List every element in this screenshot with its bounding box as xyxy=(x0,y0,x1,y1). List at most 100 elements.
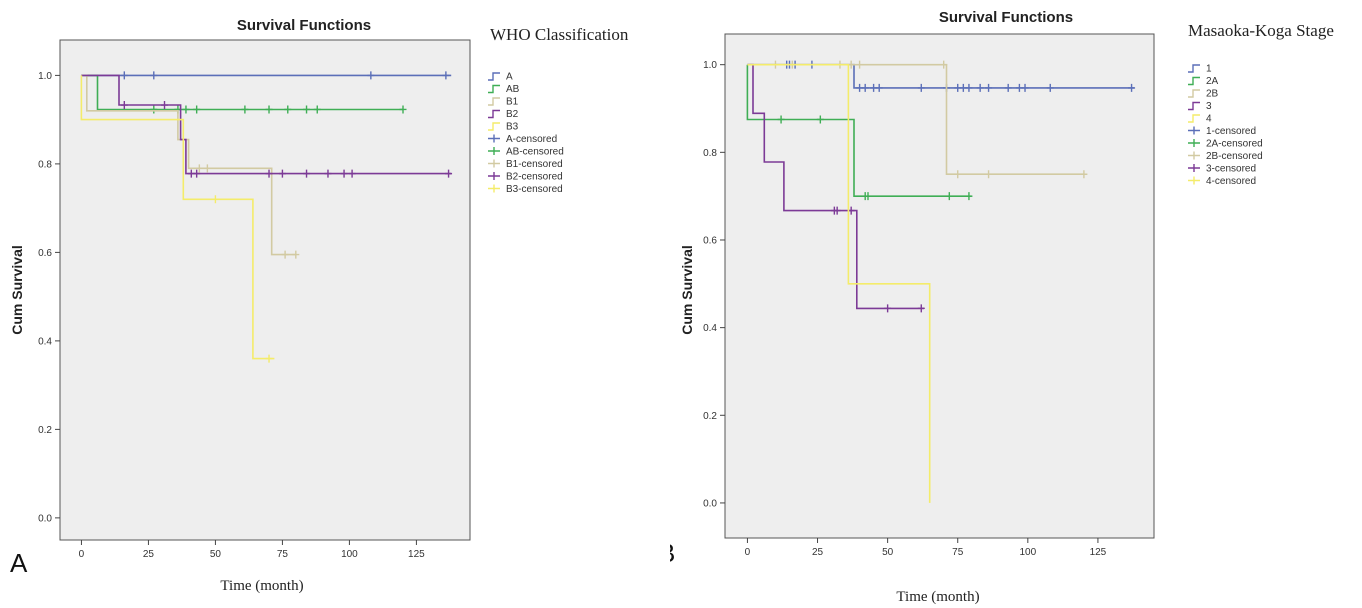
censor-mark-AB xyxy=(399,105,407,114)
censor-mark-1 xyxy=(976,83,984,92)
x-tick-label: 25 xyxy=(143,549,155,560)
chart-title: Survival Functions xyxy=(939,9,1073,26)
x-tick-label: 75 xyxy=(277,549,289,560)
legend-label: 2A-censored xyxy=(1206,139,1263,150)
x-tick-label: 125 xyxy=(408,549,425,560)
censor-mark-AB xyxy=(150,105,158,114)
censor-mark-2A xyxy=(864,192,872,201)
censor-mark-B2 xyxy=(324,169,332,178)
plot-area xyxy=(724,33,1155,539)
legend-swatch xyxy=(1188,101,1200,111)
x-tick-label: 125 xyxy=(1090,547,1107,558)
series-line-2A xyxy=(746,64,972,197)
legend-label: B1 xyxy=(506,97,519,108)
x-tick-label: 0 xyxy=(79,549,85,560)
censor-mark-1 xyxy=(965,83,973,92)
censor-mark-A xyxy=(120,71,128,80)
legend-label: B2 xyxy=(506,109,519,120)
y-tick-label: 0.0 xyxy=(38,513,52,524)
censor-mark-2B xyxy=(985,170,993,179)
censor-mark-B2 xyxy=(193,169,201,178)
legend-title: WHO Classification xyxy=(490,25,629,44)
censor-mark-B2 xyxy=(161,101,169,110)
x-tick-label: 100 xyxy=(1019,547,1036,558)
censor-mark-2A xyxy=(945,192,953,201)
x-axis-title: Time (month) xyxy=(220,578,303,594)
legend-title: Masaoka-Koga Stage xyxy=(1188,21,1334,40)
censor-mark-1 xyxy=(1046,83,1054,92)
censor-mark-3 xyxy=(833,206,841,215)
censor-mark-AB xyxy=(313,105,321,114)
censor-mark-B3 xyxy=(265,354,273,363)
chart-title: Survival Functions xyxy=(237,17,371,34)
censor-mark-B2 xyxy=(120,101,128,110)
censor-mark-1 xyxy=(917,83,925,92)
censor-mark-1 xyxy=(1004,83,1012,92)
legend-swatch xyxy=(1188,114,1200,123)
censor-mark-AB xyxy=(182,105,190,114)
chart-a-svg: Survival Functions WHO Classification Cu… xyxy=(9,17,629,594)
censor-mark-2A xyxy=(965,192,973,201)
panel-label: A xyxy=(10,548,28,578)
censor-mark-B1 xyxy=(292,250,300,259)
legend-label: A-censored xyxy=(506,134,557,145)
censor-mark-2B xyxy=(954,170,962,179)
censor-mark-2B xyxy=(856,60,864,69)
legend-label: 4-censored xyxy=(1206,176,1256,187)
legend-swatch xyxy=(1188,164,1200,172)
series-line-B3 xyxy=(80,75,275,360)
censor-mark-1 xyxy=(875,83,883,92)
legend-swatch xyxy=(488,97,500,106)
legend-label: AB xyxy=(506,84,520,95)
censor-mark-3 xyxy=(884,304,892,313)
censor-mark-2A xyxy=(777,115,785,124)
censor-mark-A xyxy=(150,71,158,80)
legend-label: B2-censored xyxy=(506,172,563,183)
legend-swatch xyxy=(488,134,500,143)
legend-swatch xyxy=(1188,151,1200,160)
series-line-B2 xyxy=(81,74,452,175)
y-tick-label: 0.2 xyxy=(703,411,717,422)
legend-label: B3 xyxy=(506,122,519,133)
x-tick-label: 100 xyxy=(341,549,358,560)
censor-mark-1 xyxy=(1021,83,1029,92)
x-tick-label: 50 xyxy=(210,549,222,560)
censor-mark-AB xyxy=(284,105,292,114)
legend-label: 2B xyxy=(1206,89,1219,100)
censor-mark-3 xyxy=(917,304,925,313)
y-tick-label: 1.0 xyxy=(703,60,717,71)
series-line-3 xyxy=(747,63,925,310)
legend-swatch xyxy=(488,109,500,119)
y-tick-label: 0.0 xyxy=(703,498,717,509)
legend-label: AB-censored xyxy=(506,147,564,158)
y-tick-label: 0.8 xyxy=(38,159,52,170)
y-axis-title: Cum Survival xyxy=(679,245,695,334)
legend-swatch xyxy=(488,184,500,193)
legend-label: B3-censored xyxy=(506,184,563,195)
censor-mark-A xyxy=(442,71,450,80)
censor-mark-AB xyxy=(241,105,249,114)
censor-mark-B2 xyxy=(303,169,311,178)
censor-mark-B2 xyxy=(348,169,356,178)
legend-swatch xyxy=(488,172,500,180)
censor-mark-1 xyxy=(985,83,993,92)
censor-mark-AB xyxy=(303,105,311,114)
censor-mark-2B xyxy=(940,60,948,69)
censor-mark-B2 xyxy=(340,169,348,178)
censor-mark-B1 xyxy=(203,164,211,173)
y-axis-title: Cum Survival xyxy=(9,245,25,334)
legend-label: 1-censored xyxy=(1206,126,1256,137)
legend-swatch xyxy=(488,159,500,168)
y-tick-label: 0.8 xyxy=(703,148,717,159)
censor-mark-B1 xyxy=(281,250,289,259)
legend-label: 3-censored xyxy=(1206,164,1256,175)
legend-label: A xyxy=(506,72,513,83)
censor-mark-2B xyxy=(1080,170,1088,179)
plot-area xyxy=(59,39,471,541)
censor-mark-1 xyxy=(861,83,869,92)
x-tick-label: 75 xyxy=(952,547,964,558)
censor-mark-2A xyxy=(816,115,824,124)
x-tick-label: 25 xyxy=(812,547,824,558)
x-tick-label: 0 xyxy=(745,547,751,558)
legend-swatch xyxy=(1188,126,1200,135)
